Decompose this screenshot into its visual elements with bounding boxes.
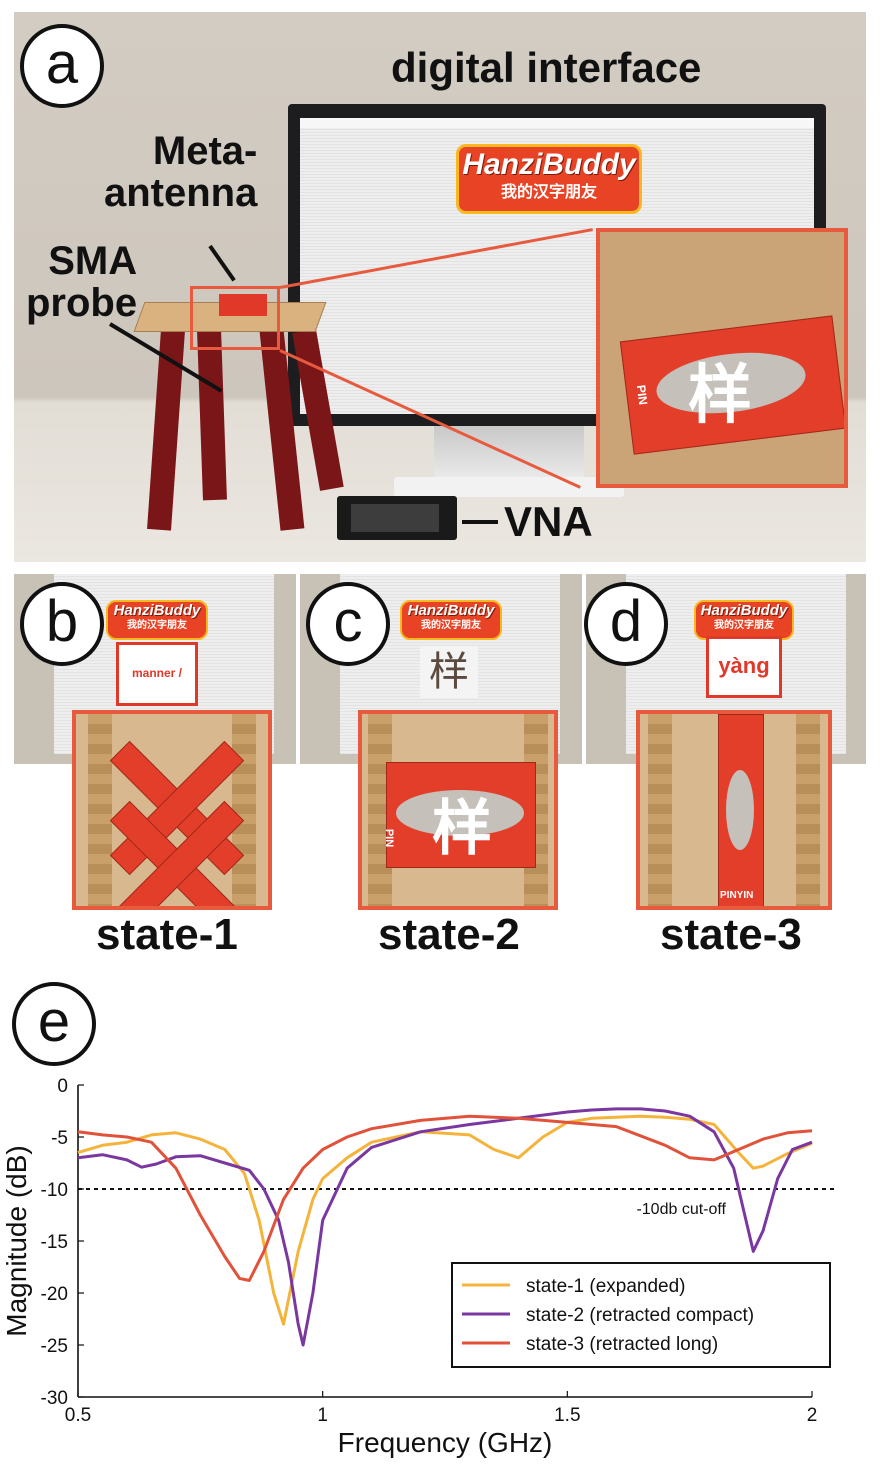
panel-letter-b: b [20,582,104,666]
panel-b-inset [72,710,272,910]
meta-antenna-pointer [208,244,236,282]
y-tick-label: -25 [41,1336,68,1357]
panel-d-logo-sub: 我的汉字朋友 [714,620,774,631]
legend-label: state-1 (expanded) [526,1276,686,1297]
series-line-3 [77,1114,813,1282]
board-rim [232,714,256,906]
board-rim [88,714,112,906]
panel-c-display-text: 样 [429,649,469,695]
vna-device [337,496,457,540]
tile-character: 样 [432,794,492,864]
panel-letter-a: a [20,24,104,108]
tile-pin-label: PIN [383,828,396,848]
panel-c-inset: 样 PIN [358,710,558,910]
x-axis-title: Frequency (GHz) [338,1427,553,1458]
panel-letter-d-text: d [609,589,643,654]
cutoff-label: -10db cut-off [636,1201,726,1218]
y-tick-label: 0 [57,1076,68,1097]
hanzibuddy-logo: HanziBuddy 我的汉字朋友 [456,144,642,214]
panel-b-logo-name: HanziBuddy [113,602,201,619]
sma-probe-label: SMA probe [26,240,137,324]
panel-letter-e-text: e [37,989,71,1054]
panel-letter-e: e [12,982,96,1066]
vna-screen [351,504,439,532]
panel-b-logo: HanziBuddy 我的汉字朋友 [106,600,208,640]
panel-d-inset: PINYIN [636,710,832,910]
x-tick-label: 0.5 [65,1405,91,1426]
monitor-base [394,477,624,497]
board-rim [648,714,672,906]
menu-bar [300,118,814,128]
y-tick-label: -20 [41,1284,68,1305]
logo-name: HanziBuddy [462,148,636,181]
x-tick-label: 1 [317,1405,328,1426]
vna-label: VNA [504,498,593,545]
y-tick-label: -5 [51,1128,68,1149]
panel-c-display: 样 [420,646,478,698]
y-axis-title: Magnitude (dB) [1,1145,32,1336]
sma-probe-text: SMA probe [26,239,138,325]
legend-box [451,1262,831,1368]
panel-letter-d: d [584,582,668,666]
panel-c-logo: HanziBuddy 我的汉字朋友 [400,600,502,640]
panel-letter-c-text: c [333,589,363,654]
panel-letter-c: c [306,582,390,666]
tile-pin-label: PIN [633,384,651,406]
y-tick-label: -10 [41,1180,68,1201]
panel-b-logo-sub: 我的汉字朋友 [127,620,187,631]
tile-ellipse [396,790,524,836]
state-3-label: state-3 [660,910,802,959]
antenna-inset-photo: 样 PIN [596,228,848,488]
vna-pointer [462,520,498,524]
panel-letter-a-text: a [45,31,79,96]
tile-ellipse [726,770,754,850]
panel-a-photo: HanziBuddy 我的汉字朋友 样 PIN digital interfac… [14,12,866,562]
x-tick-label: 1.5 [554,1405,580,1426]
legend-label: state-3 (retracted long) [526,1334,718,1355]
state-2-label: state-2 [378,910,520,959]
board-rim [796,714,820,906]
series-line-2 [77,1107,813,1347]
panel-d-display-card: yàng [706,636,782,698]
panel-d-logo: HanziBuddy 我的汉字朋友 [694,600,794,640]
meta-antenna-text: Meta- antenna [104,129,258,215]
panel-c-logo-sub: 我的汉字朋友 [421,620,481,631]
panel-c-logo-name: HanziBuddy [407,602,495,619]
tile-pinyin-label: PINYIN [720,890,754,901]
panel-d-display-text: yàng [718,653,770,678]
y-tick-label: -30 [41,1388,68,1409]
state-1-label: state-1 [96,910,238,959]
meta-antenna-label: Meta- antenna [104,130,257,214]
tile-character: 样 [688,358,752,433]
y-tick-label: -15 [41,1232,68,1253]
logo-subtitle: 我的汉字朋友 [500,184,597,201]
panel-d-logo-name: HanziBuddy [700,602,788,619]
x-tick-label: 2 [807,1405,818,1426]
zoom-box [190,286,280,350]
s11-chart: 0 -5 -10 -15 -20 -25 -300.5 1 1.5 2 Frequency (GHz… [1,1076,836,1458]
panel-letter-b-text: b [45,589,79,654]
panel-b-display-card: manner / way [116,642,198,736]
legend-label: state-2 (retracted compact) [526,1305,754,1326]
stool-leg [197,329,227,501]
digital-interface-label: digital interface [391,44,702,91]
meta-antenna-model [219,294,267,316]
